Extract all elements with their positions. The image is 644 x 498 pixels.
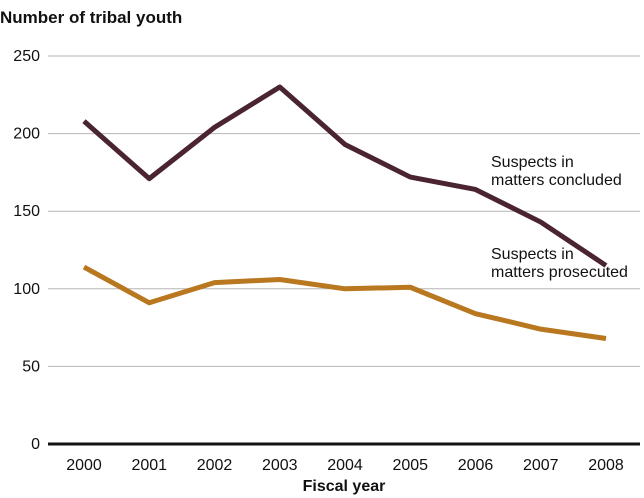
x-tick-label: 2008 [588, 457, 624, 474]
series-label-line: Suspects in [491, 154, 574, 171]
y-tick-label: 200 [13, 126, 40, 143]
x-tick-label: 2002 [197, 457, 233, 474]
y-tick-label: 150 [13, 203, 40, 220]
x-tick-labels: 2000 2001 2002 2003 2004 2005 2006 2007 2008 [66, 457, 624, 474]
series-label-line: matters concluded [491, 172, 622, 189]
series-label: Suspects in matters prosecuted [491, 246, 628, 281]
x-tick-label: 2004 [327, 457, 363, 474]
series-label-line: Suspects in [491, 246, 574, 263]
x-tick-label: 2006 [458, 457, 494, 474]
x-tick-label: 2000 [66, 457, 102, 474]
series-label-line: matters prosecuted [491, 264, 628, 281]
x-axis-title: Fiscal year [303, 478, 386, 495]
y-tick-label: 0 [31, 436, 40, 453]
x-tick-label: 2005 [392, 457, 428, 474]
series-label: Suspects in matters concluded [491, 154, 622, 189]
x-tick-label: 2007 [523, 457, 559, 474]
y-tick-label: 50 [22, 358, 40, 375]
series-lines [82, 84, 608, 341]
y-tick-label: 250 [13, 48, 40, 65]
x-tick-label: 2003 [262, 457, 298, 474]
x-tick-label: 2001 [131, 457, 167, 474]
y-tick-label: 100 [13, 281, 40, 298]
grid-lines [48, 55, 640, 367]
y-axis-title: Number of tribal youth [0, 8, 182, 27]
y-tick-labels: 0 50 100 150 200 250 [13, 48, 40, 453]
